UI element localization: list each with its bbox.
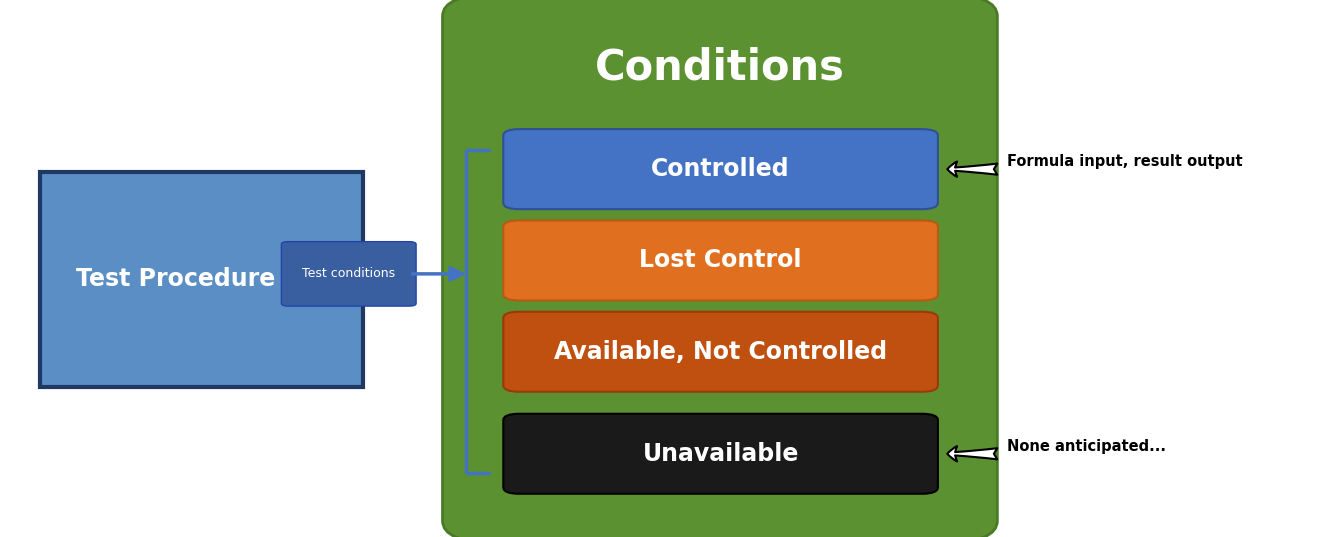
Text: Conditions: Conditions <box>594 46 845 88</box>
FancyBboxPatch shape <box>503 311 938 392</box>
FancyBboxPatch shape <box>503 220 938 301</box>
Text: Test Procedure: Test Procedure <box>75 267 275 291</box>
FancyBboxPatch shape <box>503 129 938 209</box>
FancyBboxPatch shape <box>40 172 363 387</box>
Text: Formula input, result output: Formula input, result output <box>1007 154 1242 169</box>
FancyBboxPatch shape <box>503 413 938 494</box>
Text: Controlled: Controlled <box>651 157 790 181</box>
Text: None anticipated...: None anticipated... <box>1007 439 1165 454</box>
FancyBboxPatch shape <box>281 242 416 306</box>
Text: Unavailable: Unavailable <box>642 442 799 466</box>
FancyBboxPatch shape <box>443 0 997 537</box>
Text: Test conditions: Test conditions <box>303 267 395 280</box>
Text: Available, Not Controlled: Available, Not Controlled <box>553 340 888 364</box>
Text: Lost Control: Lost Control <box>639 249 802 272</box>
